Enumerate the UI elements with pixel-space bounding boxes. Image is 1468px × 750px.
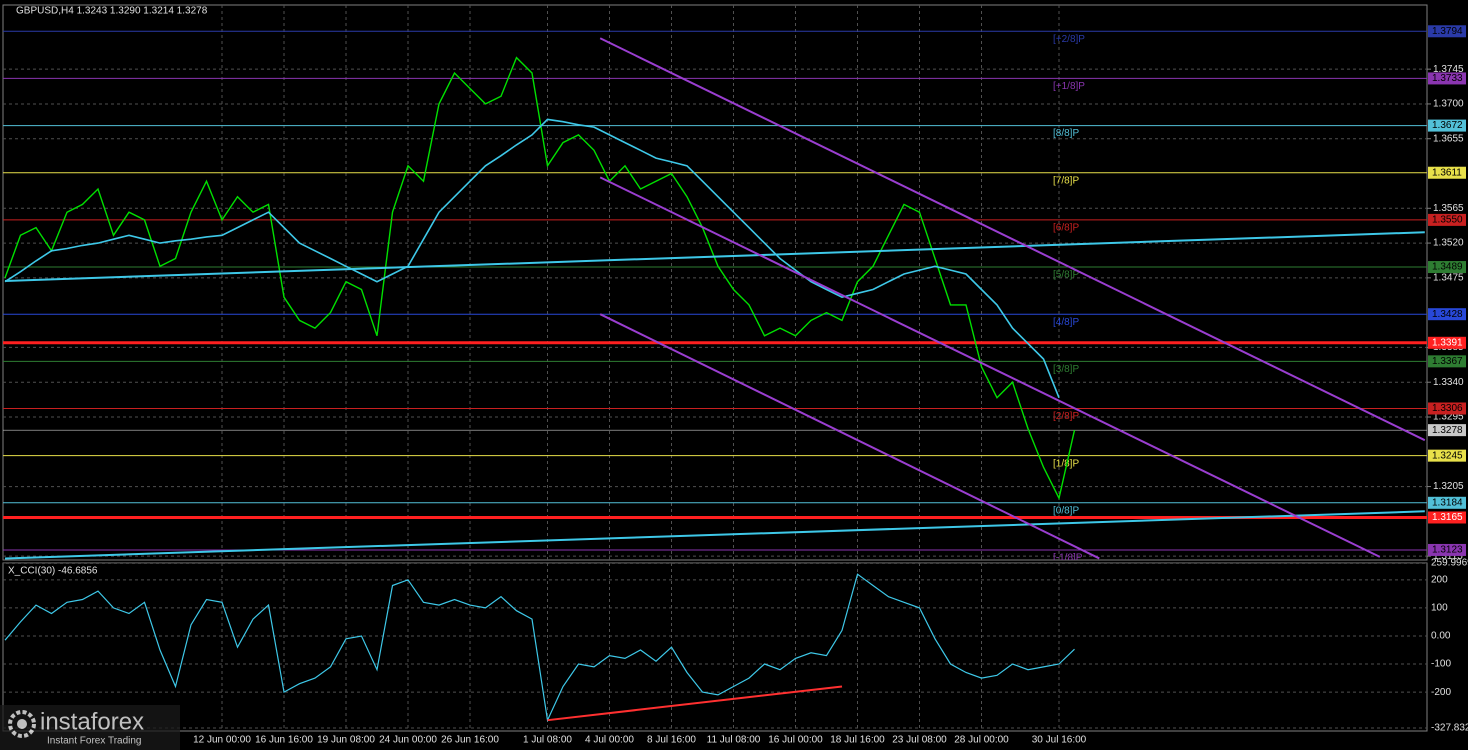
price-label-bg xyxy=(1428,355,1466,368)
y-tick-label: -327.832 xyxy=(1431,723,1468,734)
murray-tag: [8/8]P xyxy=(1053,128,1079,139)
trendline xyxy=(547,685,843,722)
price-label: 1.3611 xyxy=(1432,167,1462,178)
murray-tag: [6/8]P xyxy=(1053,223,1079,234)
trendline xyxy=(4,231,1425,282)
logo-tagline: Instant Forex Trading xyxy=(47,736,142,747)
x-tick-label: 19 Jun 08:00 xyxy=(317,735,375,746)
murray-tag: [2/8]P xyxy=(1053,411,1079,422)
x-tick-label: 16 Jul 00:00 xyxy=(768,735,823,746)
x-tick-label: 24 Jun 00:00 xyxy=(379,735,437,746)
price-label-bg xyxy=(1428,424,1466,437)
overlay: 12 Jun 00:00 16 Jun 16:00 19 Jun 08:00 24 J… xyxy=(193,25,1468,746)
price-label-bg xyxy=(1428,543,1466,556)
indicator-title: X_CCI(30) -46.6856 xyxy=(8,566,98,577)
x-tick-label: 11 Jul 08:00 xyxy=(707,735,761,746)
x-tick-label: 8 Jul 16:00 xyxy=(647,735,696,746)
price-label: 1.3306 xyxy=(1432,403,1463,414)
murray-tag: [+2/8]P xyxy=(1053,34,1085,45)
price-label: 1.3391 xyxy=(1432,337,1463,348)
price-label: 1.3489 xyxy=(1432,262,1463,273)
murray-tag: [7/8]P xyxy=(1053,175,1079,186)
y-tick-label: 1.3655 xyxy=(1433,133,1464,144)
murray-tag: [0/8]P xyxy=(1053,505,1079,516)
y-tick-label: 1.3565 xyxy=(1433,203,1464,214)
trendline xyxy=(599,37,1426,442)
logo-bg xyxy=(0,705,180,750)
x-tick-label: 28 Jul 00:00 xyxy=(954,735,1009,746)
price-label: 1.3245 xyxy=(1432,450,1463,461)
y-tick-label: 1.3115 xyxy=(1433,551,1463,562)
logo-icon-center xyxy=(17,719,27,729)
price-label: 1.3184 xyxy=(1432,497,1463,508)
logo-icon xyxy=(8,710,36,738)
price-label: 1.3278 xyxy=(1432,425,1463,436)
y-tick-label: 1.3205 xyxy=(1433,481,1464,492)
price-label: 1.3367 xyxy=(1432,356,1463,367)
x-tick-label: 1 Jul 08:00 xyxy=(523,735,572,746)
y-tick-label: 1.3520 xyxy=(1433,238,1464,249)
price-label-bg xyxy=(1428,213,1466,226)
series-line xyxy=(4,573,1075,723)
x-tick-label: 30 Jul 16:00 xyxy=(1032,735,1087,746)
sub-plot xyxy=(3,563,1427,731)
logo-name: instaforex xyxy=(40,708,144,735)
trendline xyxy=(599,313,1100,560)
x-tick-label: 16 Jun 16:00 xyxy=(255,735,313,746)
price-label: 1.3123 xyxy=(1432,545,1463,556)
price-label: 1.3550 xyxy=(1432,215,1463,226)
price-label-bg xyxy=(1428,496,1466,509)
y-tick-label: 200 xyxy=(1431,574,1448,585)
main-pane xyxy=(2,4,1428,561)
price-label: 1.3428 xyxy=(1432,309,1463,320)
main-plot: [+2/8]P [+1/8]P [8/8]P [7/8]P [6/8]P [5/8]P [4… xyxy=(3,5,1427,564)
y-tick-label: -100 xyxy=(1431,659,1451,670)
x-tick-label: 4 Jul 00:00 xyxy=(585,735,634,746)
price-label-bg xyxy=(1428,511,1466,524)
y-tick-label: 100 xyxy=(1431,603,1448,614)
sub-pane xyxy=(2,562,1428,732)
x-tick-label: 18 Jul 16:00 xyxy=(830,735,885,746)
murray-tag: [4/8]P xyxy=(1053,317,1079,328)
logo: instaforex Instant Forex Trading xyxy=(0,705,180,750)
series-line xyxy=(4,118,1060,398)
price-label-bg xyxy=(1428,72,1466,85)
y-tick-label: 259.9969 xyxy=(1431,558,1468,569)
price-label-bg xyxy=(1428,261,1466,274)
price-label: 1.3672 xyxy=(1432,120,1463,131)
y-tick-label: 1.3745 xyxy=(1433,64,1464,75)
murray-tag: [5/8]P xyxy=(1053,270,1079,281)
trendline xyxy=(599,176,1381,558)
series-line xyxy=(4,56,1076,501)
price-label-bg xyxy=(1428,449,1466,462)
price-label-bg xyxy=(1428,308,1466,321)
murray-tag: [3/8]P xyxy=(1053,364,1079,375)
murray-tag: [-1/8]P xyxy=(1053,553,1083,564)
y-tick-label: 1.3475 xyxy=(1433,273,1464,284)
y-tick-label: -200 xyxy=(1431,687,1451,698)
y-tick-label: 1.3340 xyxy=(1433,377,1464,388)
x-tick-label: 26 Jun 16:00 xyxy=(441,735,499,746)
price-label-bg xyxy=(1428,119,1466,132)
price-label: 1.3794 xyxy=(1432,26,1463,37)
price-label-bg xyxy=(1428,25,1466,38)
y-tick-label: 1.3295 xyxy=(1433,412,1464,423)
y-tick-label: 0.00 xyxy=(1431,631,1451,642)
price-label: 1.3733 xyxy=(1432,73,1463,84)
x-tick-label: 12 Jun 00:00 xyxy=(193,735,251,746)
x-tick-label: 23 Jul 08:00 xyxy=(892,735,947,746)
murray-tag: [+1/8]P xyxy=(1053,81,1085,92)
chart-title: GBPUSD,H4 1.3243 1.3290 1.3214 1.3278 xyxy=(16,6,208,17)
y-tick-label: 1.3700 xyxy=(1433,99,1464,110)
trendline xyxy=(4,510,1425,560)
price-label-bg xyxy=(1428,402,1466,415)
price-label: 1.3165 xyxy=(1432,512,1463,523)
price-label-bg xyxy=(1428,336,1466,349)
price-label-bg xyxy=(1428,166,1466,179)
